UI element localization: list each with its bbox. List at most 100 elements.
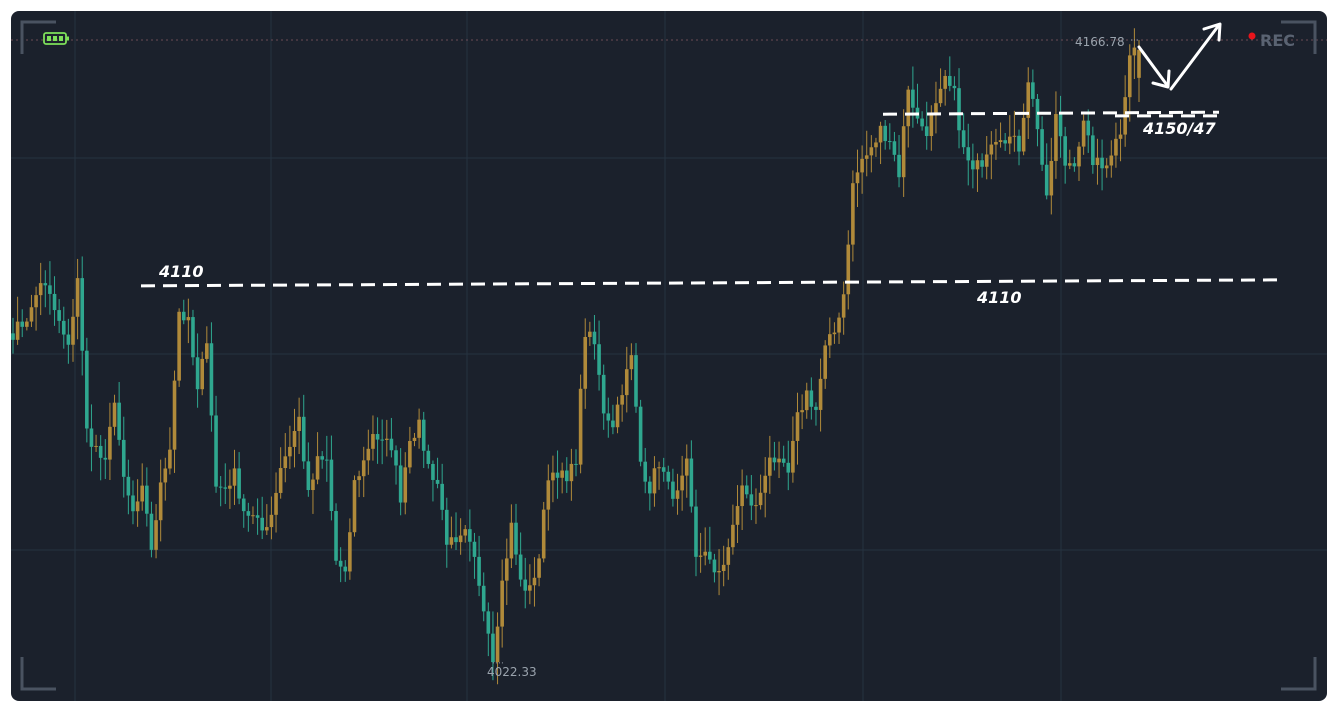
candle-body [583,336,588,389]
candle-body [680,475,684,491]
candle-body [265,527,269,531]
candle-body [269,514,274,528]
candle-body [795,412,800,441]
candle-body [601,374,606,414]
candle-body [297,416,301,431]
candlestick-chart: REC 4166.78 4022.33 4110 4110 4150/47 [11,11,1327,701]
candle-body [260,517,264,531]
candle-body [851,183,855,245]
candle-body [20,321,25,327]
candle-body [191,317,195,358]
candle-body [135,501,140,512]
candle-body [1086,120,1091,136]
candle-body [458,535,463,543]
candle-body [1058,114,1063,137]
candle-body [311,479,315,491]
candle-body [477,556,481,586]
candle-body [435,479,440,484]
candle-body [518,554,523,580]
candle-body [532,577,537,586]
chart-frame: REC 4166.78 4022.33 4110 4110 4150/47 [11,11,1327,701]
candle-body [652,468,657,494]
candle-body [578,388,583,465]
candle-body [569,463,574,482]
candle-body [703,551,708,556]
candle-body [740,485,744,507]
candle-body [366,448,371,461]
candle-body [214,415,218,487]
candle-body [643,461,648,482]
candle-body [892,141,897,155]
min-price-label: 4022.33 [487,665,537,679]
candle-body [145,485,149,514]
candle-body [574,463,578,465]
candle-body [131,495,135,512]
candle-body [408,441,412,468]
candle-body [920,118,924,127]
max-price-label: 4166.78 [1075,35,1125,49]
candle-body [43,283,48,286]
candle-body [1072,163,1077,167]
candle-body [768,457,772,476]
candle-body [551,472,555,481]
candle-body [449,537,454,545]
candle-body [417,419,421,438]
candle-body [721,564,726,572]
rec-label: REC [1260,31,1295,50]
candle-body [897,154,901,178]
candle-body [906,89,911,127]
candle-body [874,142,878,148]
candle-body [48,285,52,294]
candle-body [1127,55,1132,98]
candle-body [638,406,643,462]
candle-body [781,458,786,463]
candle-body [98,445,103,458]
candle-body [361,460,366,477]
candle-body [777,458,781,463]
candle-body [735,506,740,525]
candle-body [1012,135,1017,137]
candle-body [832,332,837,335]
candle-body [57,310,61,321]
candle-body [338,560,343,567]
candle-body [731,524,735,548]
candle-body [223,487,228,489]
candle-body [924,126,929,137]
candle-body [237,468,241,499]
candle-body [947,75,952,86]
candle-body [966,147,971,161]
candle-body [140,485,145,502]
candle-body [1100,157,1104,169]
candle-body [712,559,717,573]
candle-body [163,468,168,483]
candle-body [911,89,915,108]
candle-body [841,294,846,318]
candle-body [412,437,417,442]
candle-body [85,350,89,429]
candle-body [828,334,832,346]
candle-body [971,160,975,170]
candle-body [1054,114,1058,161]
candle-body [15,321,20,340]
candle-body [61,320,66,335]
corner-top-left [20,20,56,54]
candle-body [320,456,324,460]
candle-body [500,580,504,627]
candle-body [25,321,29,327]
candle-body [444,509,449,545]
candle-body [615,404,620,428]
candle-body [168,449,172,469]
candle-body [1063,136,1067,166]
candle-body [29,307,34,322]
candle-body [1077,146,1081,167]
candle-body [472,541,477,557]
candle-body [352,480,357,533]
candle-body [698,555,703,557]
candle-body [592,331,597,345]
battery-full-icon [43,32,69,45]
candle-body [648,481,652,494]
candle-body [560,470,564,478]
corner-bottom-left [20,657,56,691]
candle-body [1049,160,1054,196]
candle-body [486,611,491,634]
